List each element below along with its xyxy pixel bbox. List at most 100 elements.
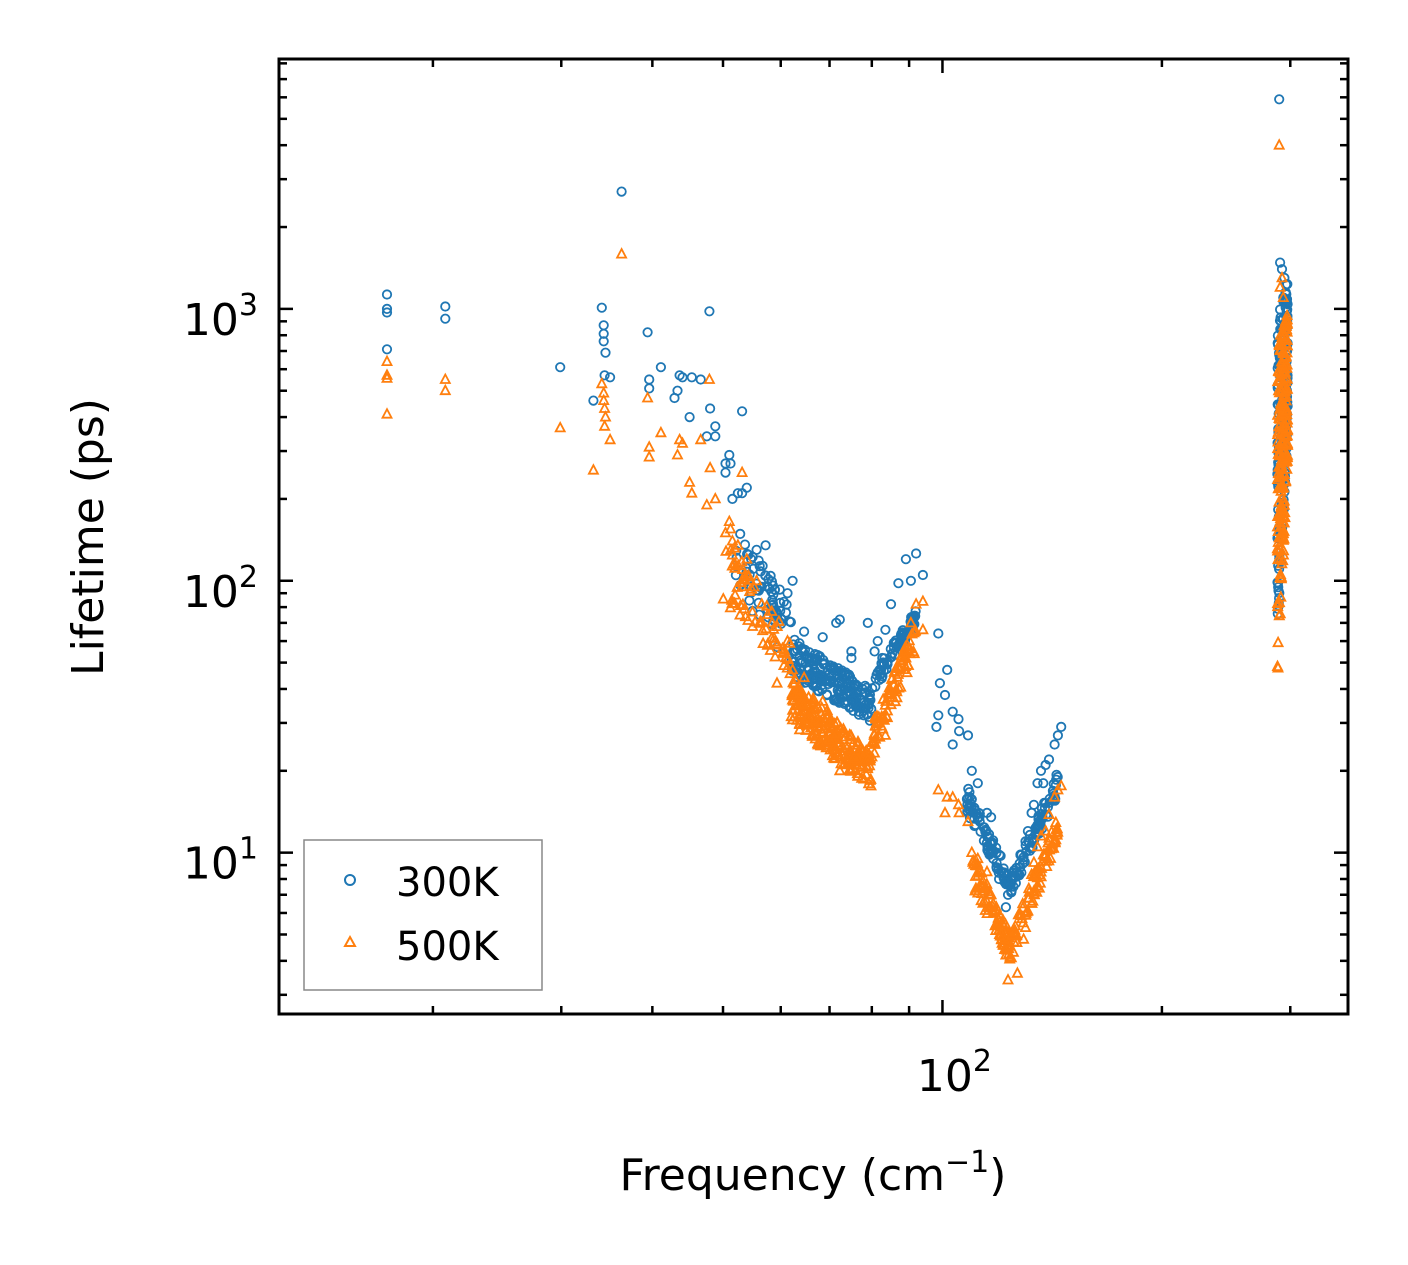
point-300k-773 <box>760 540 771 551</box>
point-500k-828 <box>993 922 1006 935</box>
point-500k-820 <box>953 805 966 818</box>
point-500k-478 <box>1016 901 1029 913</box>
point-500k-746 <box>1274 567 1287 579</box>
point-300k-791 <box>872 635 883 647</box>
point-500k-56 <box>728 596 741 609</box>
point-500k-520 <box>1008 925 1021 937</box>
point-500k-283 <box>817 722 830 734</box>
point-500k-101 <box>793 722 806 735</box>
point-300k-832 <box>1038 778 1049 789</box>
point-500k-262 <box>830 727 843 739</box>
point-300k-824 <box>1012 869 1023 880</box>
legend-marker-500k <box>343 934 357 947</box>
x-axis-label-tail: ) <box>989 1150 1006 1201</box>
point-300k-426 <box>981 826 992 837</box>
point-300k-69 <box>748 563 759 574</box>
point-300k-785 <box>840 667 851 678</box>
point-300k-262 <box>830 695 841 706</box>
point-500k-36 <box>746 605 759 617</box>
point-500k-288 <box>794 683 807 695</box>
point-500k-260 <box>851 738 864 750</box>
point-500k-809 <box>892 660 905 672</box>
point-300k-786 <box>846 646 857 657</box>
x-axis-label-main: Frequency (cm <box>620 1150 946 1201</box>
point-500k-60 <box>728 561 741 573</box>
point-500k-839 <box>1025 867 1038 879</box>
point-500k-701 <box>1272 435 1284 447</box>
point-500k-62 <box>769 650 782 662</box>
point-300k-741 <box>598 336 609 347</box>
point-300k-834 <box>1043 754 1055 765</box>
point-500k-793 <box>781 634 794 646</box>
point-500k-67 <box>736 597 749 609</box>
point-300k-733 <box>381 344 393 355</box>
point-500k-63 <box>772 614 785 626</box>
plot-frame <box>277 57 1350 1016</box>
point-500k-821 <box>962 814 974 827</box>
point-300k-823 <box>1008 881 1019 892</box>
point-500k-29 <box>731 580 744 592</box>
point-500k-525 <box>1009 919 1022 931</box>
point-300k-794 <box>885 599 897 610</box>
point-500k-69 <box>728 541 741 553</box>
point-500k-278 <box>804 721 817 733</box>
point-500k-855 <box>1279 314 1292 326</box>
point-500k-836 <box>1017 932 1030 944</box>
point-500k-650 <box>1274 343 1286 355</box>
legend-label-500k: 500K <box>396 924 500 970</box>
point-500k-660 <box>1280 371 1293 383</box>
point-500k-799 <box>833 763 846 776</box>
point-500k-445 <box>971 886 984 898</box>
point-500k-758 <box>595 376 608 389</box>
point-500k-37 <box>738 572 751 584</box>
point-500k-770 <box>671 448 684 460</box>
point-500k-797 <box>824 715 836 728</box>
point-500k-427 <box>987 905 1000 917</box>
point-500k-845 <box>1043 807 1055 819</box>
point-500k-354 <box>876 722 889 734</box>
point-500k-768 <box>643 450 656 462</box>
point-500k-694 <box>1272 661 1284 673</box>
point-500k-822 <box>965 845 978 857</box>
point-500k-851 <box>1274 328 1287 340</box>
point-500k-230 <box>831 715 844 728</box>
point-500k-201 <box>811 700 824 712</box>
point-300k-795 <box>893 578 904 589</box>
point-500k-390 <box>981 906 994 918</box>
point-300k-837 <box>1056 721 1067 733</box>
point-300k-737 <box>588 395 599 406</box>
point-500k-785 <box>736 465 749 478</box>
point-300k-759 <box>704 403 716 414</box>
point-500k-242 <box>798 715 811 727</box>
point-500k-769 <box>654 425 667 438</box>
point-500k-238 <box>802 690 815 702</box>
point-500k-55 <box>781 661 794 673</box>
point-300k-811 <box>966 765 977 776</box>
point-300k-810 <box>962 730 974 741</box>
point-300k-765 <box>725 458 736 469</box>
point-500k-522 <box>1034 876 1047 888</box>
point-500k-568 <box>1272 635 1285 648</box>
point-300k-792 <box>877 652 888 664</box>
point-500k-788 <box>755 597 768 609</box>
point-300k-779 <box>787 575 798 586</box>
point-500k-42 <box>742 613 754 625</box>
point-300k-826 <box>1020 836 1031 847</box>
point-300k-348 <box>896 629 908 640</box>
point-500k-827 <box>990 916 1003 928</box>
point-300k-789 <box>862 617 873 629</box>
point-500k-824 <box>981 864 993 877</box>
point-500k-800 <box>839 752 852 764</box>
point-500k-796 <box>816 694 829 706</box>
point-500k-790 <box>766 615 779 628</box>
point-300k-735 <box>440 313 451 324</box>
point-500k-813 <box>916 594 929 606</box>
point-300k-768 <box>736 406 748 417</box>
point-500k-50 <box>756 623 769 636</box>
point-500k-251 <box>785 709 798 722</box>
y-tick-label-10: 101 <box>183 832 258 890</box>
point-500k-369 <box>899 659 912 671</box>
point-500k-724 <box>1273 337 1286 350</box>
point-500k-742 <box>1273 608 1286 621</box>
point-300k-818 <box>996 866 1007 877</box>
